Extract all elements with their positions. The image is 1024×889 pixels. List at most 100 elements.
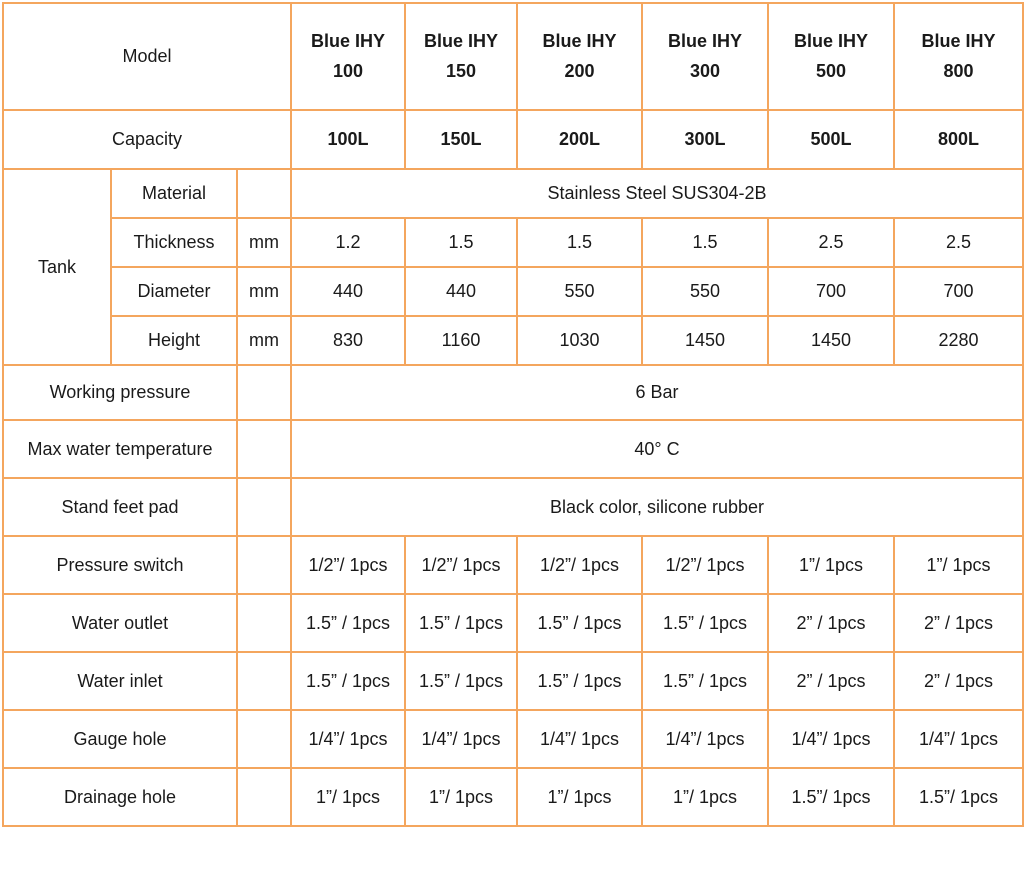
- model-row: Model Blue IHY 100 Blue IHY 150 Blue IHY…: [2, 2, 1024, 111]
- value-cell: 2” / 1pcs: [893, 651, 1024, 711]
- row-label: Gauge hole: [2, 709, 238, 769]
- stand-feet-pad-row: Stand feet pad Black color, silicone rub…: [2, 477, 1024, 537]
- value-cell: 1”/ 1pcs: [767, 535, 895, 595]
- value-cell: 2.5: [893, 217, 1024, 268]
- unit-cell: [236, 477, 292, 537]
- value-cell: 2280: [893, 315, 1024, 366]
- value-cell: 1.5” / 1pcs: [516, 651, 643, 711]
- value-cell: 1/2”/ 1pcs: [290, 535, 406, 595]
- model-name: Blue IHY: [921, 30, 996, 51]
- model-name: Blue IHY: [542, 30, 617, 51]
- model-number: 100: [332, 60, 364, 81]
- capacity-row: Capacity 100L 150L 200L 300L 500L 800L: [2, 109, 1024, 170]
- row-label: Water inlet: [2, 651, 238, 711]
- row-label: Stand feet pad: [2, 477, 238, 537]
- value-cell: 1.5” / 1pcs: [404, 593, 518, 653]
- value-cell: 700: [767, 266, 895, 317]
- max-water-temperature-row: Max water temperature 40° C: [2, 419, 1024, 479]
- capacity-cell: 150L: [404, 109, 518, 170]
- capacity-cell: 100L: [290, 109, 406, 170]
- value-cell: 1450: [641, 315, 769, 366]
- value-cell: 1.5” / 1pcs: [641, 593, 769, 653]
- row-label: Pressure switch: [2, 535, 238, 595]
- value-cell: 1/4”/ 1pcs: [290, 709, 406, 769]
- tank-sub-label: Material: [110, 168, 238, 219]
- value-cell: 1.5” / 1pcs: [290, 651, 406, 711]
- model-name: Blue IHY: [793, 30, 868, 51]
- water-outlet-row: Water outlet 1.5” / 1pcs 1.5” / 1pcs 1.5…: [2, 593, 1024, 653]
- row-label: Working pressure: [2, 364, 238, 421]
- unit-cell: [236, 364, 292, 421]
- value-cell: 1/4”/ 1pcs: [641, 709, 769, 769]
- merged-value-cell: 6 Bar: [290, 364, 1024, 421]
- row-label: Water outlet: [2, 593, 238, 653]
- value-cell: 1.5”/ 1pcs: [893, 767, 1024, 827]
- value-cell: 1030: [516, 315, 643, 366]
- tank-sub-label: Diameter: [110, 266, 238, 317]
- capacity-cell: 200L: [516, 109, 643, 170]
- value-cell: 1.2: [290, 217, 406, 268]
- tank-sub-label: Thickness: [110, 217, 238, 268]
- value-cell: 2” / 1pcs: [767, 651, 895, 711]
- value-cell: 1”/ 1pcs: [893, 535, 1024, 595]
- tank-thickness-row: Thickness mm 1.2 1.5 1.5 1.5 2.5 2.5: [3, 217, 1024, 268]
- unit-cell: [236, 535, 292, 595]
- row-label: Drainage hole: [2, 767, 238, 827]
- tank-diameter-row: Diameter mm 440 440 550 550 700 700: [3, 266, 1024, 317]
- pressure-switch-row: Pressure switch 1/2”/ 1pcs 1/2”/ 1pcs 1/…: [2, 535, 1024, 595]
- unit-cell: [236, 767, 292, 827]
- value-cell: 550: [641, 266, 769, 317]
- value-cell: 2” / 1pcs: [767, 593, 895, 653]
- value-cell: 1.5” / 1pcs: [641, 651, 769, 711]
- value-cell: 1.5” / 1pcs: [404, 651, 518, 711]
- value-cell: 440: [290, 266, 406, 317]
- unit-cell: mm: [236, 217, 292, 268]
- capacity-cell: 500L: [767, 109, 895, 170]
- value-cell: 2” / 1pcs: [893, 593, 1024, 653]
- value-cell: 1”/ 1pcs: [516, 767, 643, 827]
- model-number: 800: [943, 60, 974, 81]
- tank-sub-label: Height: [110, 315, 238, 366]
- value-cell: 1/4”/ 1pcs: [893, 709, 1024, 769]
- model-number: 500: [815, 60, 847, 81]
- model-header-cell: Blue IHY 200: [516, 2, 643, 111]
- drainage-hole-row: Drainage hole 1”/ 1pcs 1”/ 1pcs 1”/ 1pcs…: [2, 767, 1024, 827]
- gauge-hole-row: Gauge hole 1/4”/ 1pcs 1/4”/ 1pcs 1/4”/ 1…: [2, 709, 1024, 769]
- unit-cell: mm: [236, 315, 292, 366]
- model-number: 200: [564, 60, 595, 81]
- value-cell: 1450: [767, 315, 895, 366]
- model-header-cell: Blue IHY 500: [767, 2, 895, 111]
- value-cell: 1/4”/ 1pcs: [516, 709, 643, 769]
- model-number: 300: [689, 60, 721, 81]
- value-cell: 1.5” / 1pcs: [290, 593, 406, 653]
- unit-cell: [236, 419, 292, 479]
- model-row-label: Model: [2, 2, 292, 111]
- model-header-cell: Blue IHY 100: [290, 2, 406, 111]
- tank-height-row: Height mm 830 1160 1030 1450 1450 2280: [3, 315, 1024, 366]
- value-cell: 1”/ 1pcs: [290, 767, 406, 827]
- model-name: Blue IHY: [423, 30, 498, 51]
- value-cell: 1”/ 1pcs: [641, 767, 769, 827]
- value-cell: 550: [516, 266, 643, 317]
- capacity-cell: 800L: [893, 109, 1024, 170]
- product-spec-table: Model Blue IHY 100 Blue IHY 150 Blue IHY…: [2, 2, 1024, 827]
- model-name: Blue IHY: [310, 30, 385, 51]
- value-cell: 1160: [404, 315, 518, 366]
- capacity-row-label: Capacity: [2, 109, 292, 170]
- unit-cell: [236, 651, 292, 711]
- value-cell: 1.5: [516, 217, 643, 268]
- tank-section-label: Tank: [2, 168, 112, 366]
- value-cell: 1.5: [641, 217, 769, 268]
- model-name: Blue IHY: [667, 30, 742, 51]
- working-pressure-row: Working pressure 6 Bar: [2, 364, 1024, 421]
- value-cell: 2.5: [767, 217, 895, 268]
- value-cell: 1.5” / 1pcs: [516, 593, 643, 653]
- model-header-cell: Blue IHY 300: [641, 2, 769, 111]
- value-cell: 1/2”/ 1pcs: [404, 535, 518, 595]
- value-cell: 700: [893, 266, 1024, 317]
- value-cell: 1.5”/ 1pcs: [767, 767, 895, 827]
- row-label: Max water temperature: [2, 419, 238, 479]
- merged-value-cell: 40° C: [290, 419, 1024, 479]
- value-cell: 1/4”/ 1pcs: [404, 709, 518, 769]
- unit-cell: [236, 709, 292, 769]
